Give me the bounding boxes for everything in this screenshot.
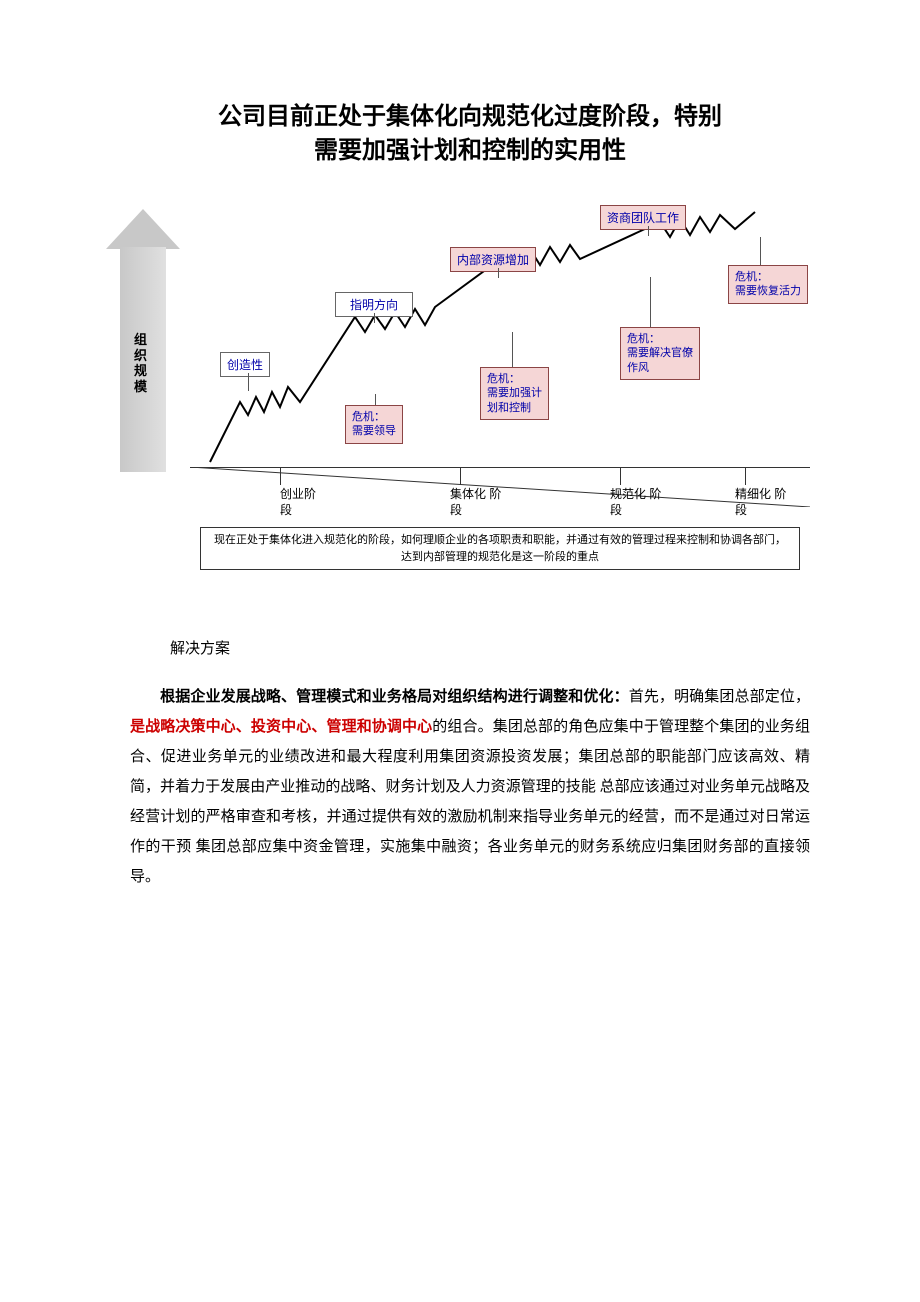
crisis1-l2: 需要领导 [352, 425, 396, 437]
para-highlight: 是战略决策中心、投资中心、管理和协调中心 [130, 719, 432, 735]
x-label-refined: 精细化 阶段 [735, 487, 805, 518]
x-tick-4 [745, 467, 746, 485]
x-label-standard: 规范化 阶段 [610, 487, 680, 518]
para-rest: 的组合。集团总部的角色应集中于管理整个集团的业务组合、促进业务单元的业绩改进和最… [130, 719, 810, 885]
x-label-collective: 集体化 阶段 [450, 487, 520, 518]
para-lead: 根据企业发展战略、管理模式和业务格局对组织结构进行调整和优化： [160, 689, 629, 705]
connector-2 [374, 313, 375, 323]
connector-4 [648, 226, 649, 236]
connector-c3 [650, 277, 651, 327]
crisis3-l1: 危机： [627, 333, 660, 345]
crisis2-l1: 危机： [487, 373, 520, 385]
crisis2-l3: 划和控制 [487, 402, 531, 414]
crisis-box-leadership: 危机： 需要领导 [345, 405, 403, 444]
x-tick-2 [460, 467, 461, 485]
diagram-title: 公司目前正处于集体化向规范化过度阶段，特别 需要加强计划和控制的实用性 [130, 100, 810, 167]
connector-c1 [375, 394, 376, 405]
connector-1 [248, 373, 249, 391]
x-tick-1 [280, 467, 281, 485]
crisis-box-bureaucracy: 危机： 需要解决官僚 作风 [620, 327, 700, 380]
section-heading-solution: 解决方案 [170, 637, 810, 658]
title-line1: 公司目前正处于集体化向规范化过度阶段，特别 [218, 103, 722, 130]
para-plain1: 首先，明确集团总部定位， [629, 689, 810, 705]
stage-box-creativity: 创造性 [220, 352, 270, 377]
connector-c2 [512, 332, 513, 367]
growth-curve [190, 197, 810, 507]
crisis4-l1: 危机： [735, 271, 768, 283]
crisis3-l2: 需要解决官僚 [627, 347, 693, 359]
y-axis-label: 组织规模 [134, 332, 150, 394]
diagram-caption: 现在正处于集体化进入规范化的阶段，如何理顺企业的各项职责和职能，并通过有效的管理… [200, 527, 800, 570]
document-page: 公司目前正处于集体化向规范化过度阶段，特别 需要加强计划和控制的实用性 组织规模… [0, 0, 920, 952]
connector-3 [498, 268, 499, 278]
stage-box-resources: 内部资源增加 [450, 247, 536, 272]
crisis-box-vitality: 危机： 需要恢复活力 [728, 265, 808, 304]
crisis3-l3: 作风 [627, 362, 649, 374]
crisis4-l2: 需要恢复活力 [735, 285, 801, 297]
x-label-startup: 创业阶段 [280, 487, 350, 518]
connector-c4 [760, 237, 761, 265]
y-axis-arrowhead [106, 209, 180, 249]
title-line2: 需要加强计划和控制的实用性 [314, 137, 626, 164]
x-tick-3 [620, 467, 621, 485]
crisis2-l2: 需要加强计 [487, 387, 542, 399]
growth-stage-diagram: 组织规模 创造性 指明方向 内部资源增加 资商团队工作 危机： 需要领导 危机：… [120, 197, 810, 577]
crisis-box-control: 危机： 需要加强计 划和控制 [480, 367, 549, 420]
stage-box-teamwork: 资商团队工作 [600, 205, 686, 230]
crisis1-l1: 危机： [352, 411, 385, 423]
body-paragraph: 根据企业发展战略、管理模式和业务格局对组织结构进行调整和优化：首先，明确集团总部… [130, 682, 810, 892]
